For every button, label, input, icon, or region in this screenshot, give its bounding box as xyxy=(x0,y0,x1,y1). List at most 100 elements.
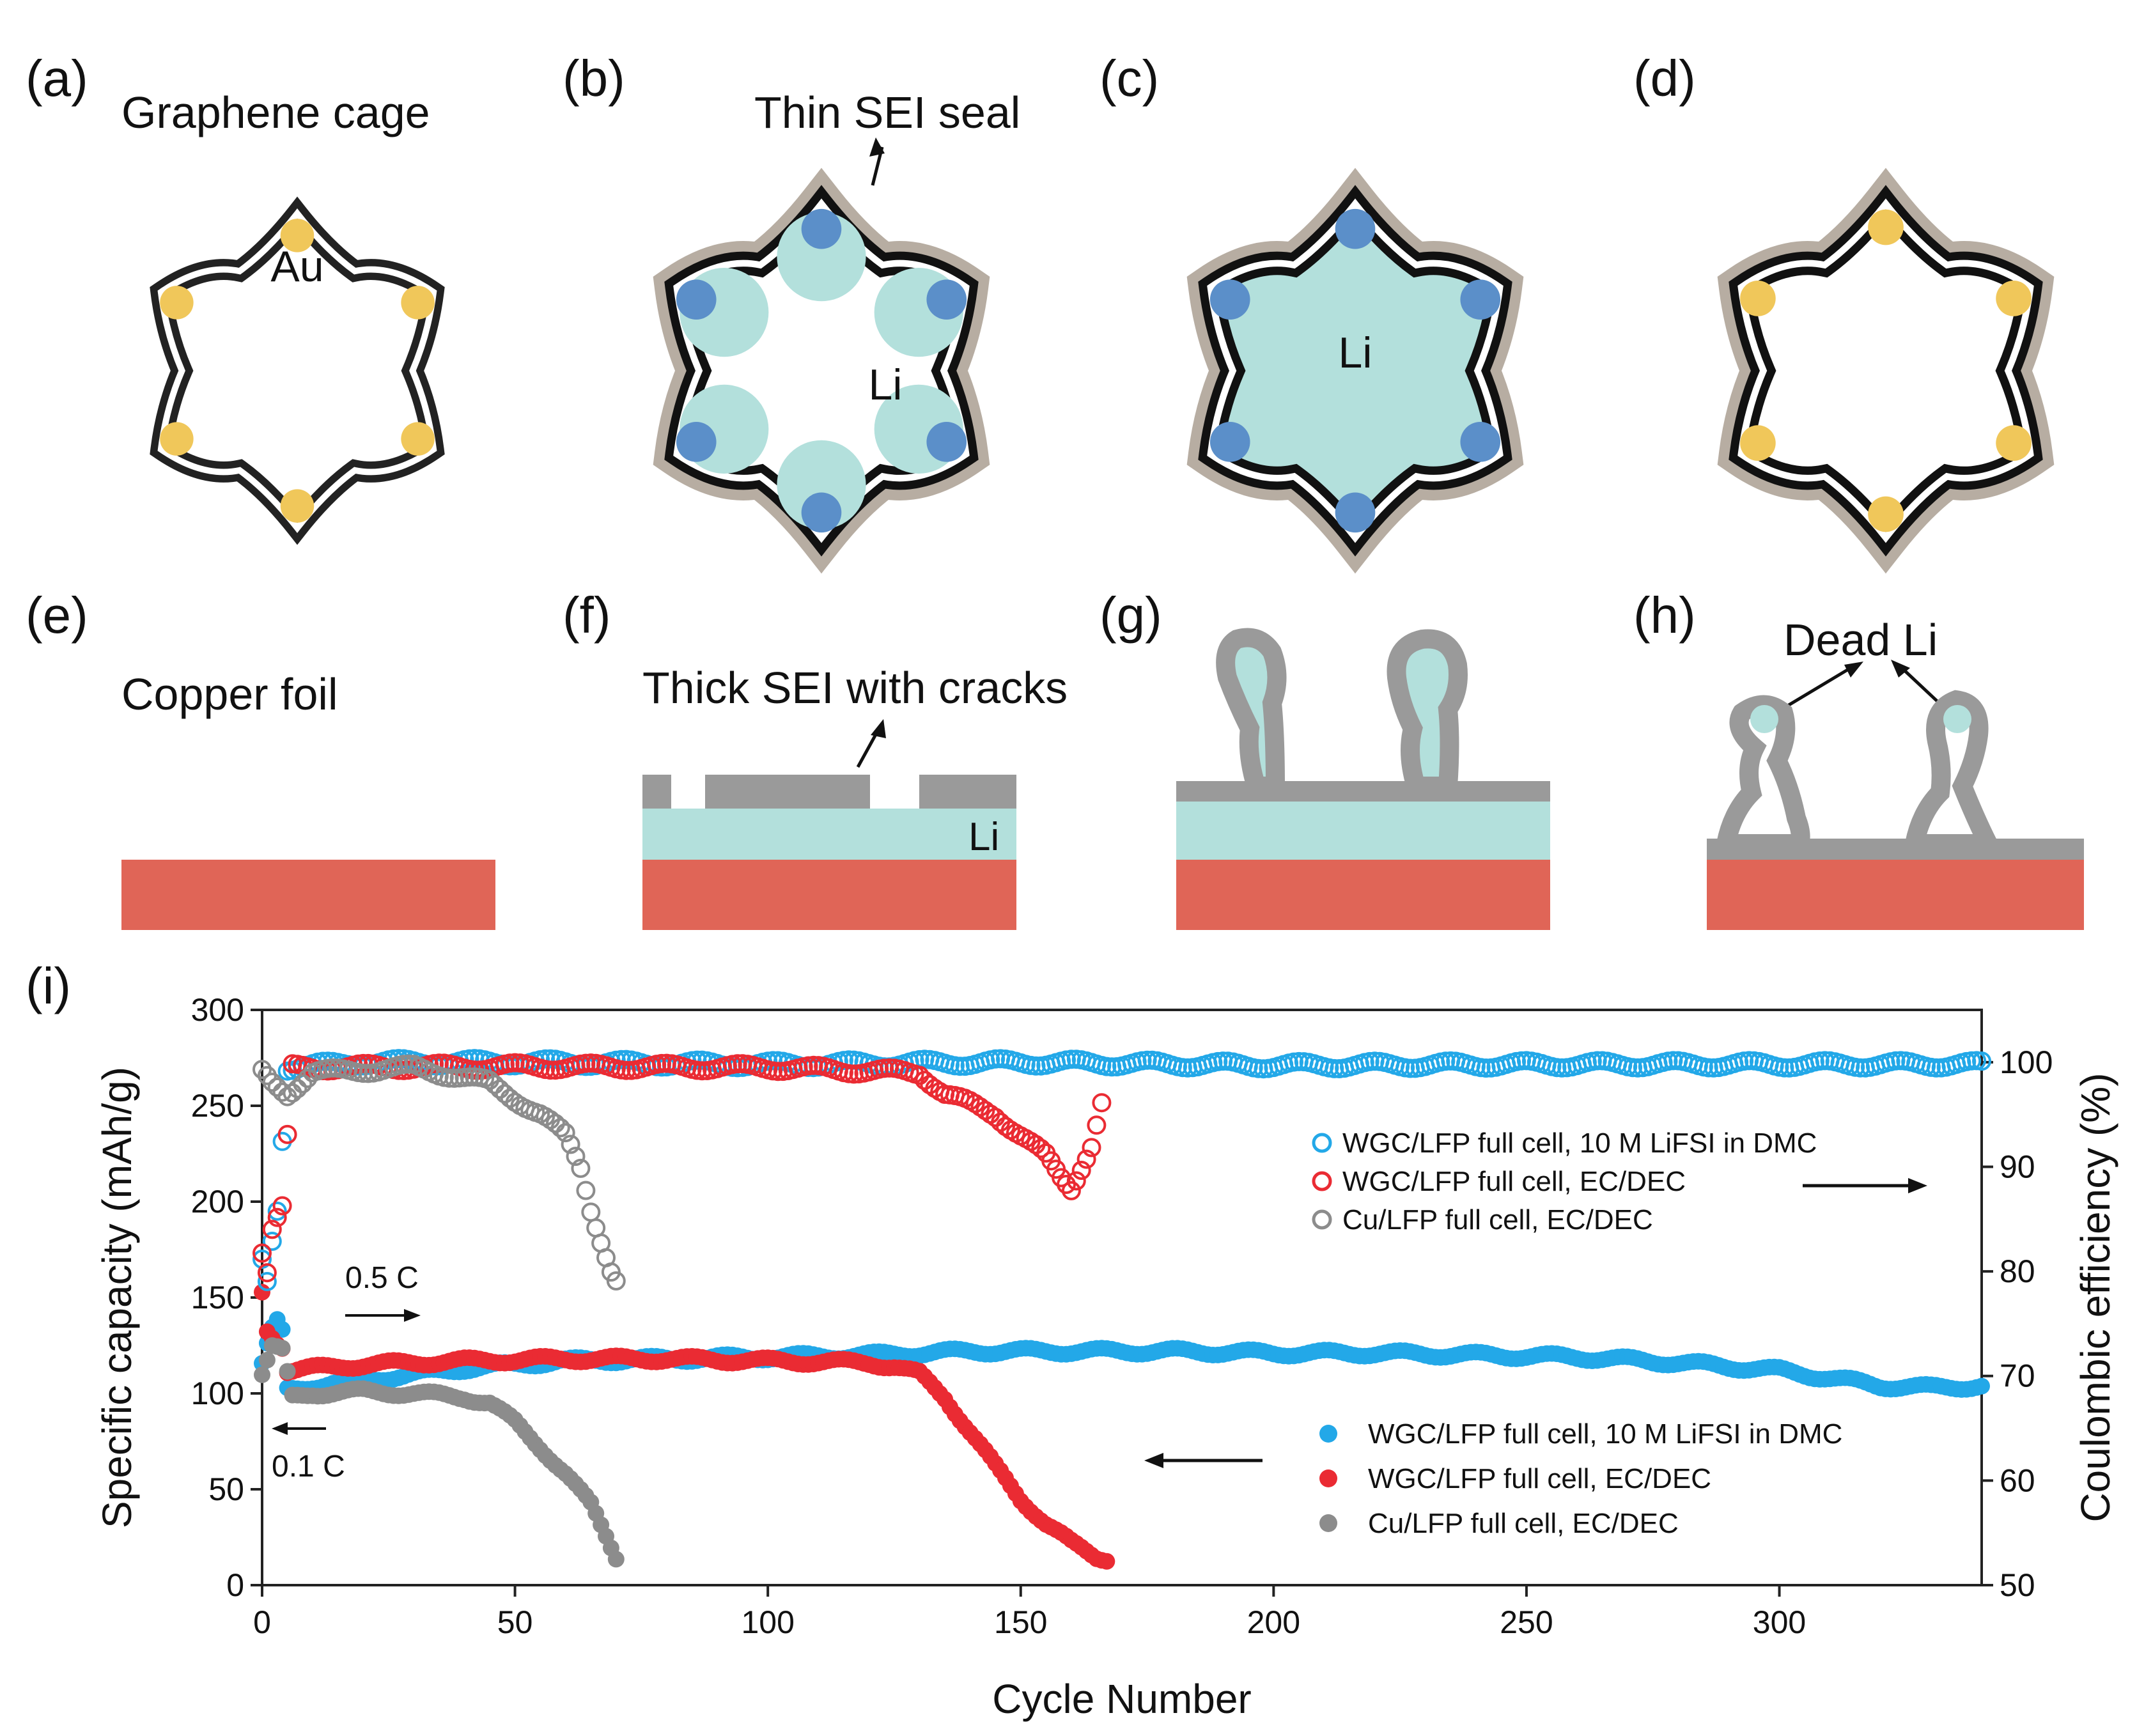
data-point xyxy=(257,1263,277,1283)
panel-i: (i) 0 50 100 150 200 250 300 0 50 100 150 200 250 30… xyxy=(26,957,2118,1722)
data-point xyxy=(1061,1181,1081,1200)
data-point xyxy=(566,1147,586,1166)
data-point xyxy=(581,1202,601,1222)
panel-e: (e) Copper foil xyxy=(26,587,495,930)
li-particle xyxy=(801,208,842,249)
x-tick-label: 50 xyxy=(497,1604,533,1640)
dendrite xyxy=(1387,629,1468,796)
data-point xyxy=(274,1340,291,1357)
panel-b-title: Thin SEI seal xyxy=(754,88,1020,137)
au-particle xyxy=(1868,496,1904,532)
data-point xyxy=(1087,1115,1107,1135)
data-point xyxy=(279,1363,296,1380)
au-particle xyxy=(280,219,315,252)
dead-li-fragment xyxy=(1750,705,1778,733)
legend-efficiency: WGC/LFP full cell, 10 M LiFSI in DMC WGC… xyxy=(1312,1128,1817,1236)
x-axis-ticks: 0 50 100 150 200 250 300 xyxy=(253,1585,1806,1640)
panel-c: (c) Li xyxy=(1100,50,1500,538)
data-point xyxy=(1071,1161,1091,1180)
x-tick-label: 0 xyxy=(253,1604,271,1640)
y-right-tick-label: 50 xyxy=(2000,1567,2035,1603)
data-point xyxy=(258,1351,276,1368)
data-point xyxy=(1098,1553,1115,1570)
copper-foil xyxy=(1707,860,2084,930)
panel-e-letter: (e) xyxy=(26,587,88,644)
series-1 xyxy=(254,1283,1115,1570)
data-point xyxy=(253,1243,272,1263)
dead-li-dendrite xyxy=(1714,695,1810,853)
data-point xyxy=(561,1135,580,1154)
li-particle xyxy=(1460,422,1501,462)
rate-label-0.5C: 0.5 C xyxy=(345,1261,419,1295)
au-particle xyxy=(160,286,194,320)
legend-capacity: WGC/LFP full cell, 10 M LiFSI in DMC WGC… xyxy=(1319,1418,1842,1539)
panel-f-title: Thick SEI with cracks xyxy=(642,663,1068,713)
data-point xyxy=(1092,1093,1112,1113)
data-point xyxy=(1066,1171,1086,1191)
dendrite xyxy=(1216,628,1287,796)
graphene-cage-stripped xyxy=(1740,204,2032,538)
copper-foil xyxy=(121,860,495,930)
series-3 xyxy=(253,1049,1991,1291)
legend-capacity-label: WGC/LFP full cell, EC/DEC xyxy=(1368,1463,1711,1494)
y-axis-left-label: Specific capacity (mAh/g) xyxy=(94,1067,140,1528)
au-particle xyxy=(401,422,435,456)
series-4 xyxy=(253,1053,1112,1283)
data-point xyxy=(267,1201,287,1221)
data-point xyxy=(283,1083,302,1103)
li-particle xyxy=(1209,422,1250,462)
y-axis-right-ticks: 50 60 70 80 90 100 xyxy=(1982,1044,2053,1603)
data-point xyxy=(257,1272,277,1291)
y-left-tick-label: 300 xyxy=(191,992,244,1028)
lithium-layer xyxy=(1176,800,1550,860)
data-point xyxy=(996,1117,1015,1136)
legend-marker xyxy=(1312,1209,1332,1230)
y-left-tick-label: 250 xyxy=(191,1088,244,1124)
data-point xyxy=(293,1074,313,1094)
legend-capacity-label: Cu/LFP full cell, EC/DEC xyxy=(1368,1508,1679,1539)
data-point xyxy=(1031,1138,1051,1158)
data-point xyxy=(262,1220,282,1239)
data-point xyxy=(1076,1149,1096,1169)
axis-pointer-left-head xyxy=(1144,1453,1163,1468)
rate-label-0.1C: 0.1 C xyxy=(272,1450,345,1484)
panel-h-letter: (h) xyxy=(1633,587,1696,644)
panel-g-letter: (g) xyxy=(1100,587,1162,644)
li-particle xyxy=(676,279,717,320)
data-point xyxy=(727,1054,747,1074)
data-point xyxy=(490,1080,509,1099)
au-particle xyxy=(1740,281,1776,316)
y-axis-right-label: Coulombic efficiency (%) xyxy=(2072,1073,2118,1522)
data-point xyxy=(576,1181,596,1200)
data-point xyxy=(606,1271,626,1290)
graphene-cage-full-li xyxy=(1210,204,1500,538)
legend-marker xyxy=(1312,1133,1332,1153)
panel-c-letter: (c) xyxy=(1100,50,1159,107)
sei-block xyxy=(705,775,870,809)
data-point xyxy=(1082,1138,1101,1158)
au-particle xyxy=(401,286,435,320)
panel-h-title: Dead Li xyxy=(1783,615,1938,665)
y-left-tick-label: 50 xyxy=(208,1471,244,1507)
panel-b-letter: (b) xyxy=(563,50,625,107)
x-tick-label: 200 xyxy=(1247,1604,1300,1640)
legend-efficiency-label: Cu/LFP full cell, EC/DEC xyxy=(1342,1204,1653,1236)
li-particle xyxy=(1460,279,1501,320)
series-layer xyxy=(253,1049,1991,1570)
x-axis-label: Cycle Number xyxy=(992,1676,1251,1722)
li-label: Li xyxy=(968,815,999,859)
au-label: Au xyxy=(270,242,323,291)
data-point xyxy=(1325,1058,1344,1078)
y-left-tick-label: 150 xyxy=(191,1280,244,1315)
dead-li-dendrite xyxy=(1902,690,2004,853)
au-particle xyxy=(1868,209,1904,245)
panel-h: (h) Dead Li xyxy=(1633,587,2084,930)
y-right-tick-label: 100 xyxy=(2000,1044,2053,1080)
data-point xyxy=(262,1232,282,1251)
li-deposit xyxy=(777,440,866,529)
li-particle xyxy=(801,492,842,533)
data-point xyxy=(541,1060,560,1080)
y-right-tick-label: 70 xyxy=(2000,1358,2035,1394)
legend-marker xyxy=(1319,1514,1337,1532)
